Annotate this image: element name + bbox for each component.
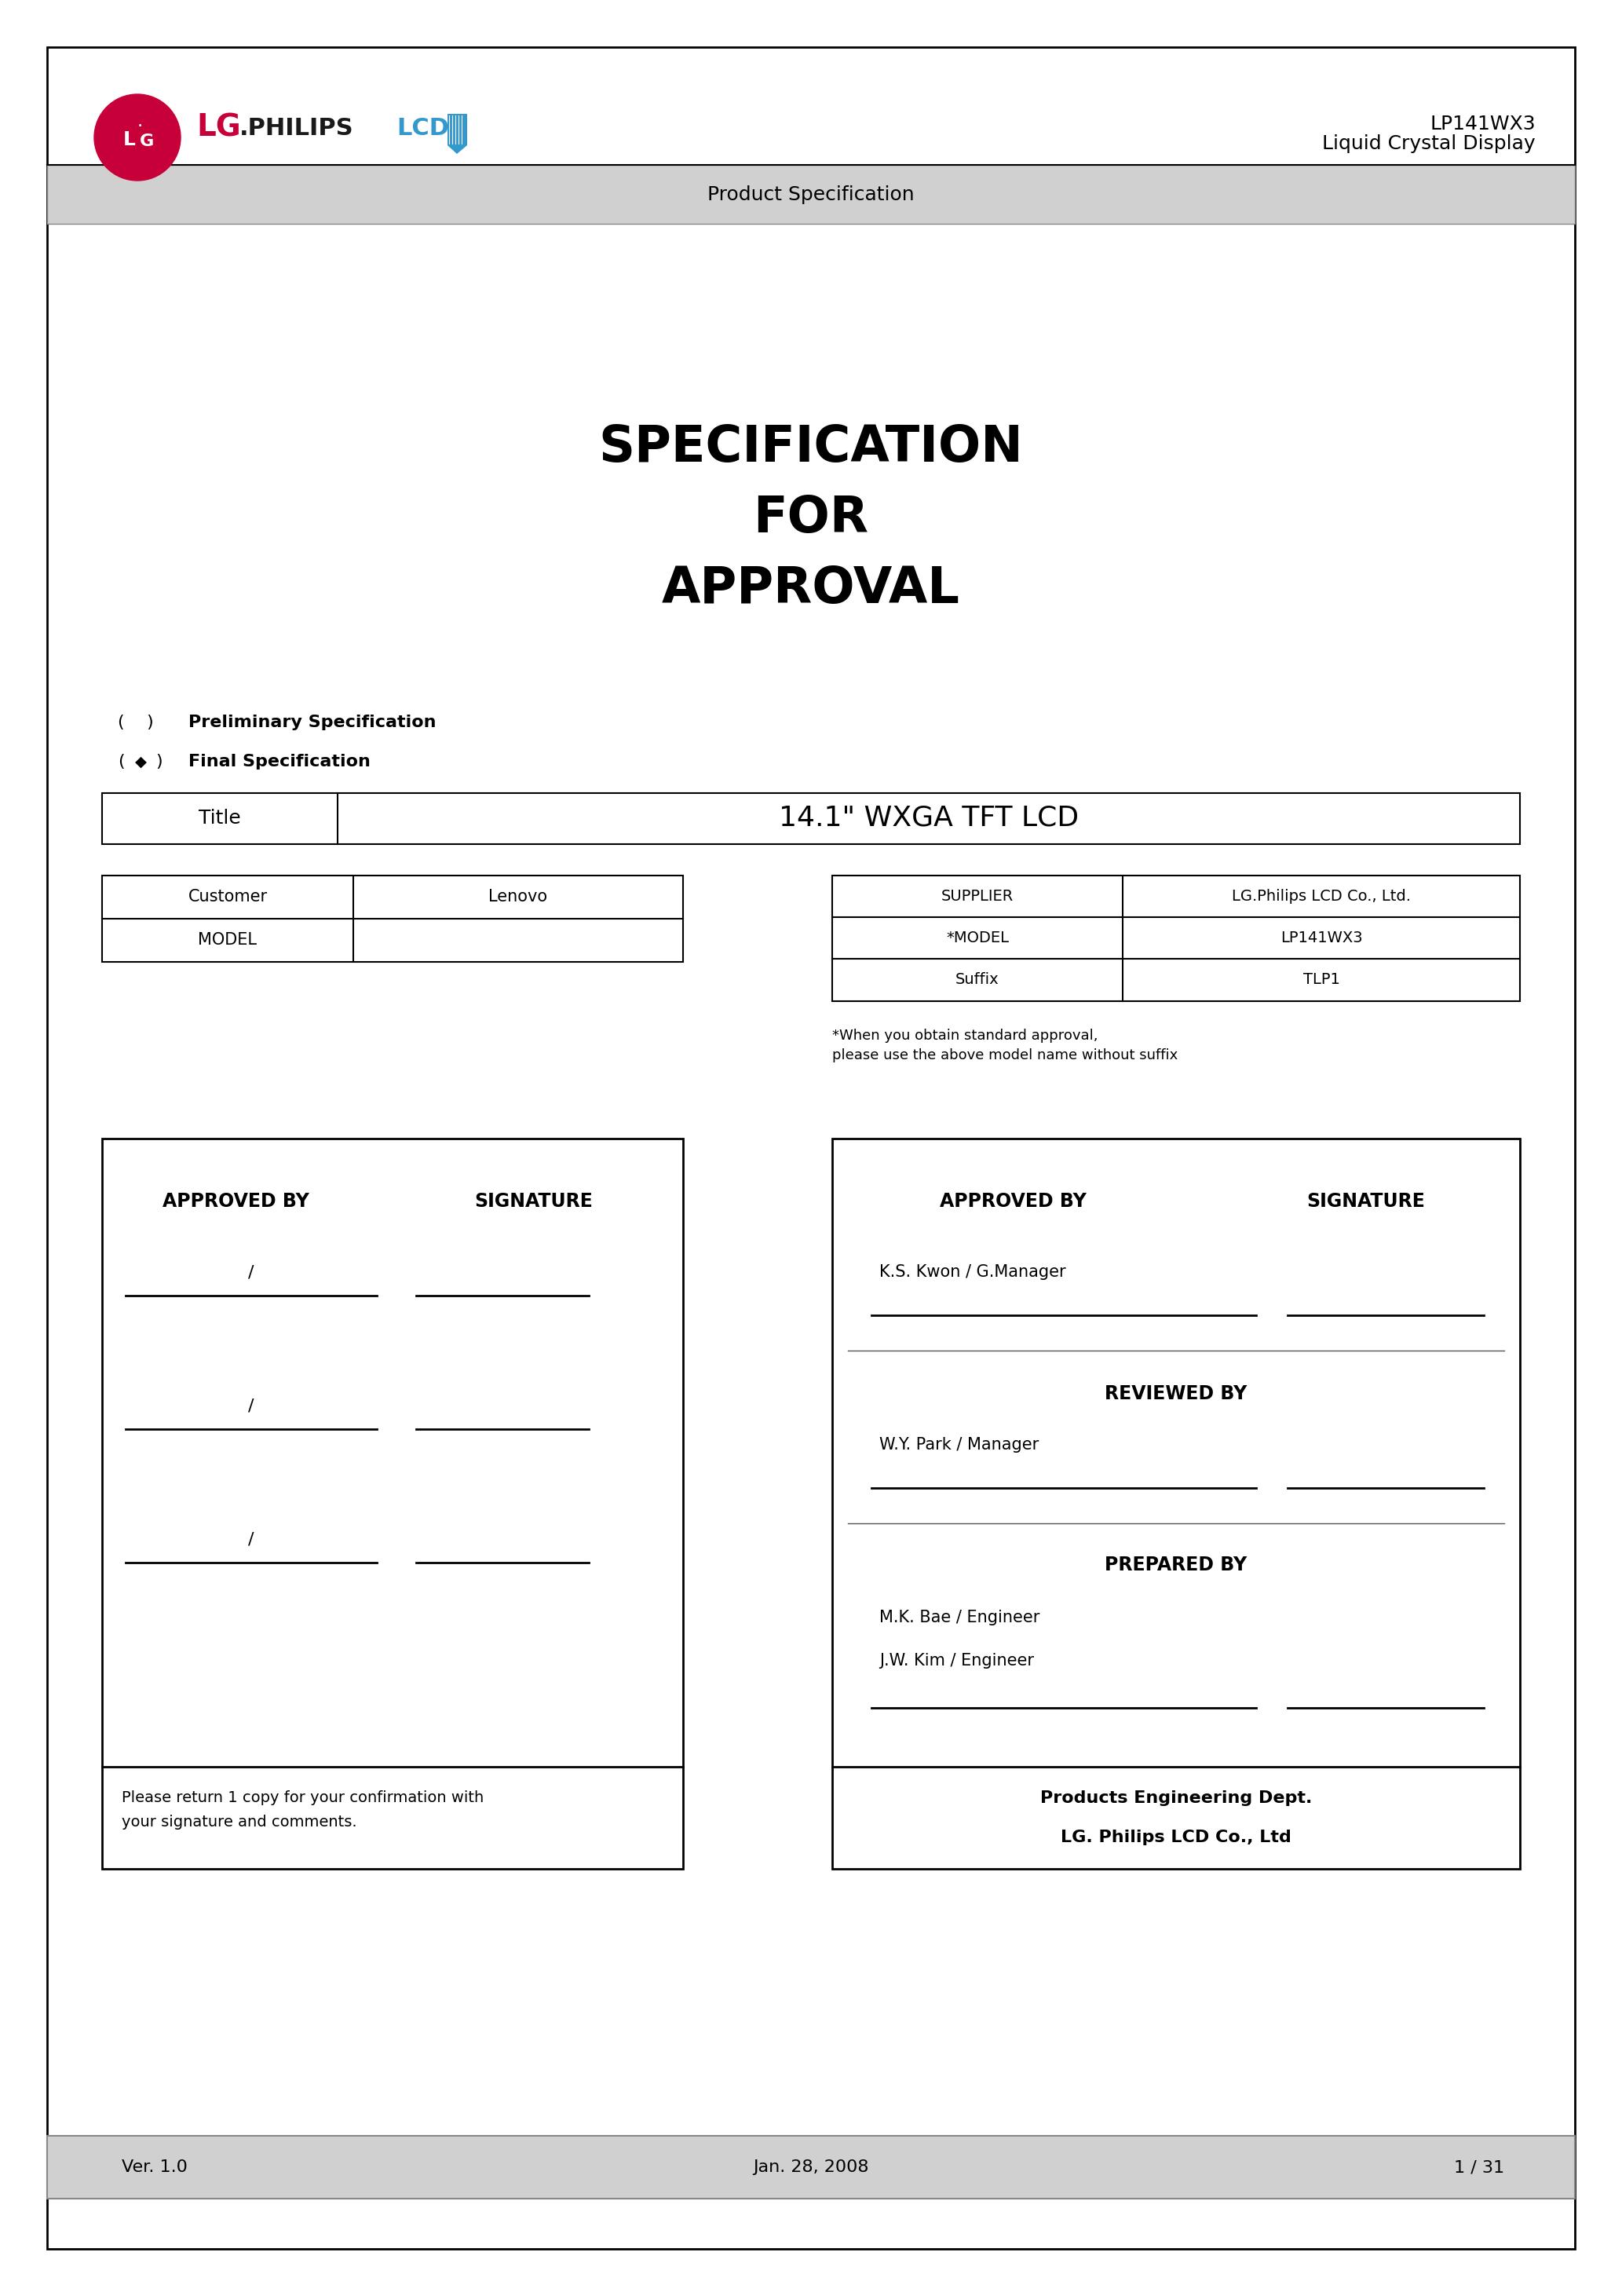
Text: ): ) [156, 753, 162, 769]
Text: LG.Philips LCD Co., Ltd.: LG.Philips LCD Co., Ltd. [1231, 889, 1411, 905]
Text: .: . [138, 117, 141, 129]
Text: Lenovo: Lenovo [488, 889, 548, 905]
Bar [102, 875, 683, 962]
Text: ◆: ◆ [135, 753, 148, 769]
Polygon shape [448, 115, 467, 154]
Text: G: G [139, 133, 154, 149]
Text: SIGNATURE: SIGNATURE [475, 1192, 594, 1210]
Text: Please return 1 copy for your confirmation with
your signature and comments.: Please return 1 copy for your confirmati… [122, 1791, 483, 1830]
Text: PREPARED BY: PREPARED BY [1105, 1554, 1247, 1575]
Bar [102, 792, 1520, 845]
Text: K.S. Kwon / G.Manager: K.S. Kwon / G.Manager [879, 1265, 1066, 1279]
Text: LCD: LCD [396, 117, 449, 140]
Text: /: / [248, 1531, 255, 1548]
Text: L: L [123, 131, 136, 149]
Bar [832, 1139, 1520, 1869]
Text: LG: LG [196, 113, 240, 142]
Text: Preliminary Specification: Preliminary Specification [188, 714, 436, 730]
Text: Suffix: Suffix [955, 971, 999, 987]
Text: /: / [248, 1265, 255, 1279]
Text: FOR: FOR [753, 494, 869, 542]
Text: Jan. 28, 2008: Jan. 28, 2008 [753, 2158, 869, 2174]
Text: *When you obtain standard approval,
please use the above model name without suff: *When you obtain standard approval, plea… [832, 1029, 1178, 1063]
Text: APPROVED BY: APPROVED BY [939, 1192, 1087, 1210]
Text: LG. Philips LCD Co., Ltd: LG. Philips LCD Co., Ltd [1061, 1830, 1291, 1846]
Text: (: ( [118, 753, 125, 769]
Text: *MODEL: *MODEL [946, 930, 1009, 946]
Text: APPROVAL: APPROVAL [662, 565, 960, 613]
Text: /: / [248, 1398, 255, 1414]
Circle shape [94, 94, 180, 181]
Text: W.Y. Park / Manager: W.Y. Park / Manager [879, 1437, 1038, 1453]
Text: Customer: Customer [188, 889, 268, 905]
Text: 14.1" WXGA TFT LCD: 14.1" WXGA TFT LCD [779, 806, 1079, 831]
Text: SPECIFICATION: SPECIFICATION [599, 422, 1023, 473]
Text: Product Specification: Product Specification [707, 186, 915, 204]
Text: LP141WX3: LP141WX3 [1431, 115, 1536, 133]
Text: (    ): ( ) [118, 714, 154, 730]
Text: APPROVED BY: APPROVED BY [162, 1192, 308, 1210]
Bar [47, 2135, 1575, 2200]
Text: 1 / 31: 1 / 31 [1453, 2158, 1504, 2174]
Text: TLP1: TLP1 [1302, 971, 1340, 987]
Text: Ver. 1.0: Ver. 1.0 [122, 2158, 188, 2174]
Text: REVIEWED BY: REVIEWED BY [1105, 1384, 1247, 1403]
Bar [47, 165, 1575, 223]
Text: M.K. Bae / Engineer: M.K. Bae / Engineer [879, 1609, 1040, 1626]
Text: Products Engineering Dept.: Products Engineering Dept. [1040, 1791, 1312, 1807]
Bar [102, 1139, 683, 1869]
Text: SUPPLIER: SUPPLIER [941, 889, 1014, 905]
Text: J.W. Kim / Engineer: J.W. Kim / Engineer [879, 1653, 1033, 1669]
Text: .PHILIPS: .PHILIPS [240, 117, 354, 140]
Text: LP141WX3: LP141WX3 [1280, 930, 1362, 946]
Text: SIGNATURE: SIGNATURE [1307, 1192, 1426, 1210]
Text: Final Specification: Final Specification [188, 753, 370, 769]
Text: Liquid Crystal Display: Liquid Crystal Display [1322, 133, 1536, 154]
Bar [832, 875, 1520, 1001]
Text: Title: Title [200, 808, 242, 827]
Text: MODEL: MODEL [198, 932, 258, 948]
